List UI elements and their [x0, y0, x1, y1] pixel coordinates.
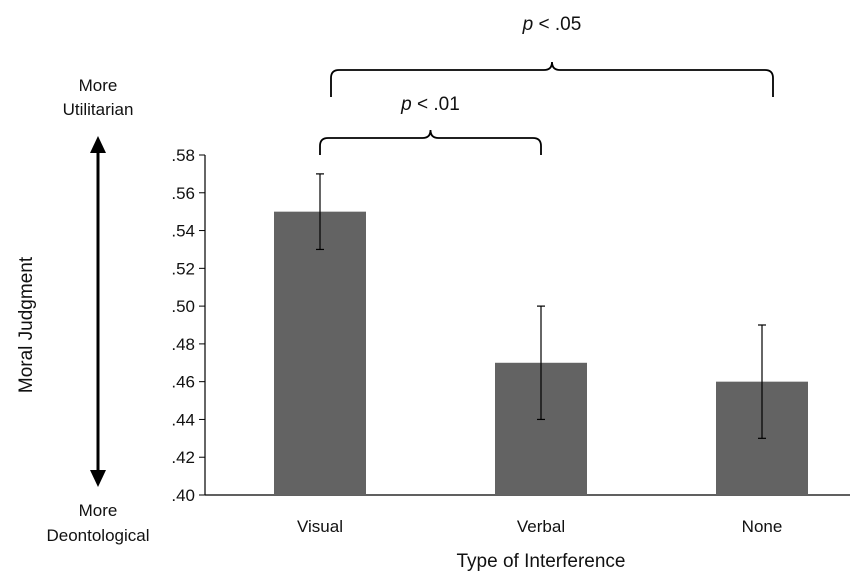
significance-label: p < .01	[400, 94, 460, 115]
arrow-down-head	[90, 470, 106, 487]
x-tick-label: Visual	[297, 517, 343, 536]
arrow-up-head	[90, 136, 106, 153]
x-axis-title: Type of Interference	[457, 551, 626, 572]
y-axis-title: Moral Judgment	[16, 256, 37, 393]
y-bottom-label-line2: Deontological	[46, 526, 149, 545]
y-tick-label: .50	[171, 297, 195, 316]
p-value: < .05	[533, 14, 581, 35]
significance-bracket	[319, 129, 542, 155]
p-symbol: p	[400, 94, 412, 115]
y-tick-label: .44	[171, 410, 195, 429]
y-top-label-line1: More	[79, 76, 118, 95]
significance-bracket	[330, 61, 774, 97]
p-value: < .01	[412, 94, 460, 115]
y-bottom-label-line1: More	[79, 501, 118, 520]
significance-label: p < .05	[522, 14, 582, 35]
y-tick-label: .56	[171, 184, 195, 203]
y-tick-label: .52	[171, 259, 195, 278]
y-tick-label: .48	[171, 335, 195, 354]
bar	[274, 211, 366, 495]
y-tick-label: .58	[171, 146, 195, 165]
y-tick-label: .54	[171, 222, 195, 241]
x-tick-label: None	[742, 517, 783, 536]
y-tick-label: .46	[171, 373, 195, 392]
x-tick-label: Verbal	[517, 517, 565, 536]
y-tick-label: .42	[171, 448, 195, 467]
y-tick-label: .40	[171, 486, 195, 505]
y-top-label-line2: Utilitarian	[63, 100, 134, 119]
p-symbol: p	[522, 14, 534, 35]
